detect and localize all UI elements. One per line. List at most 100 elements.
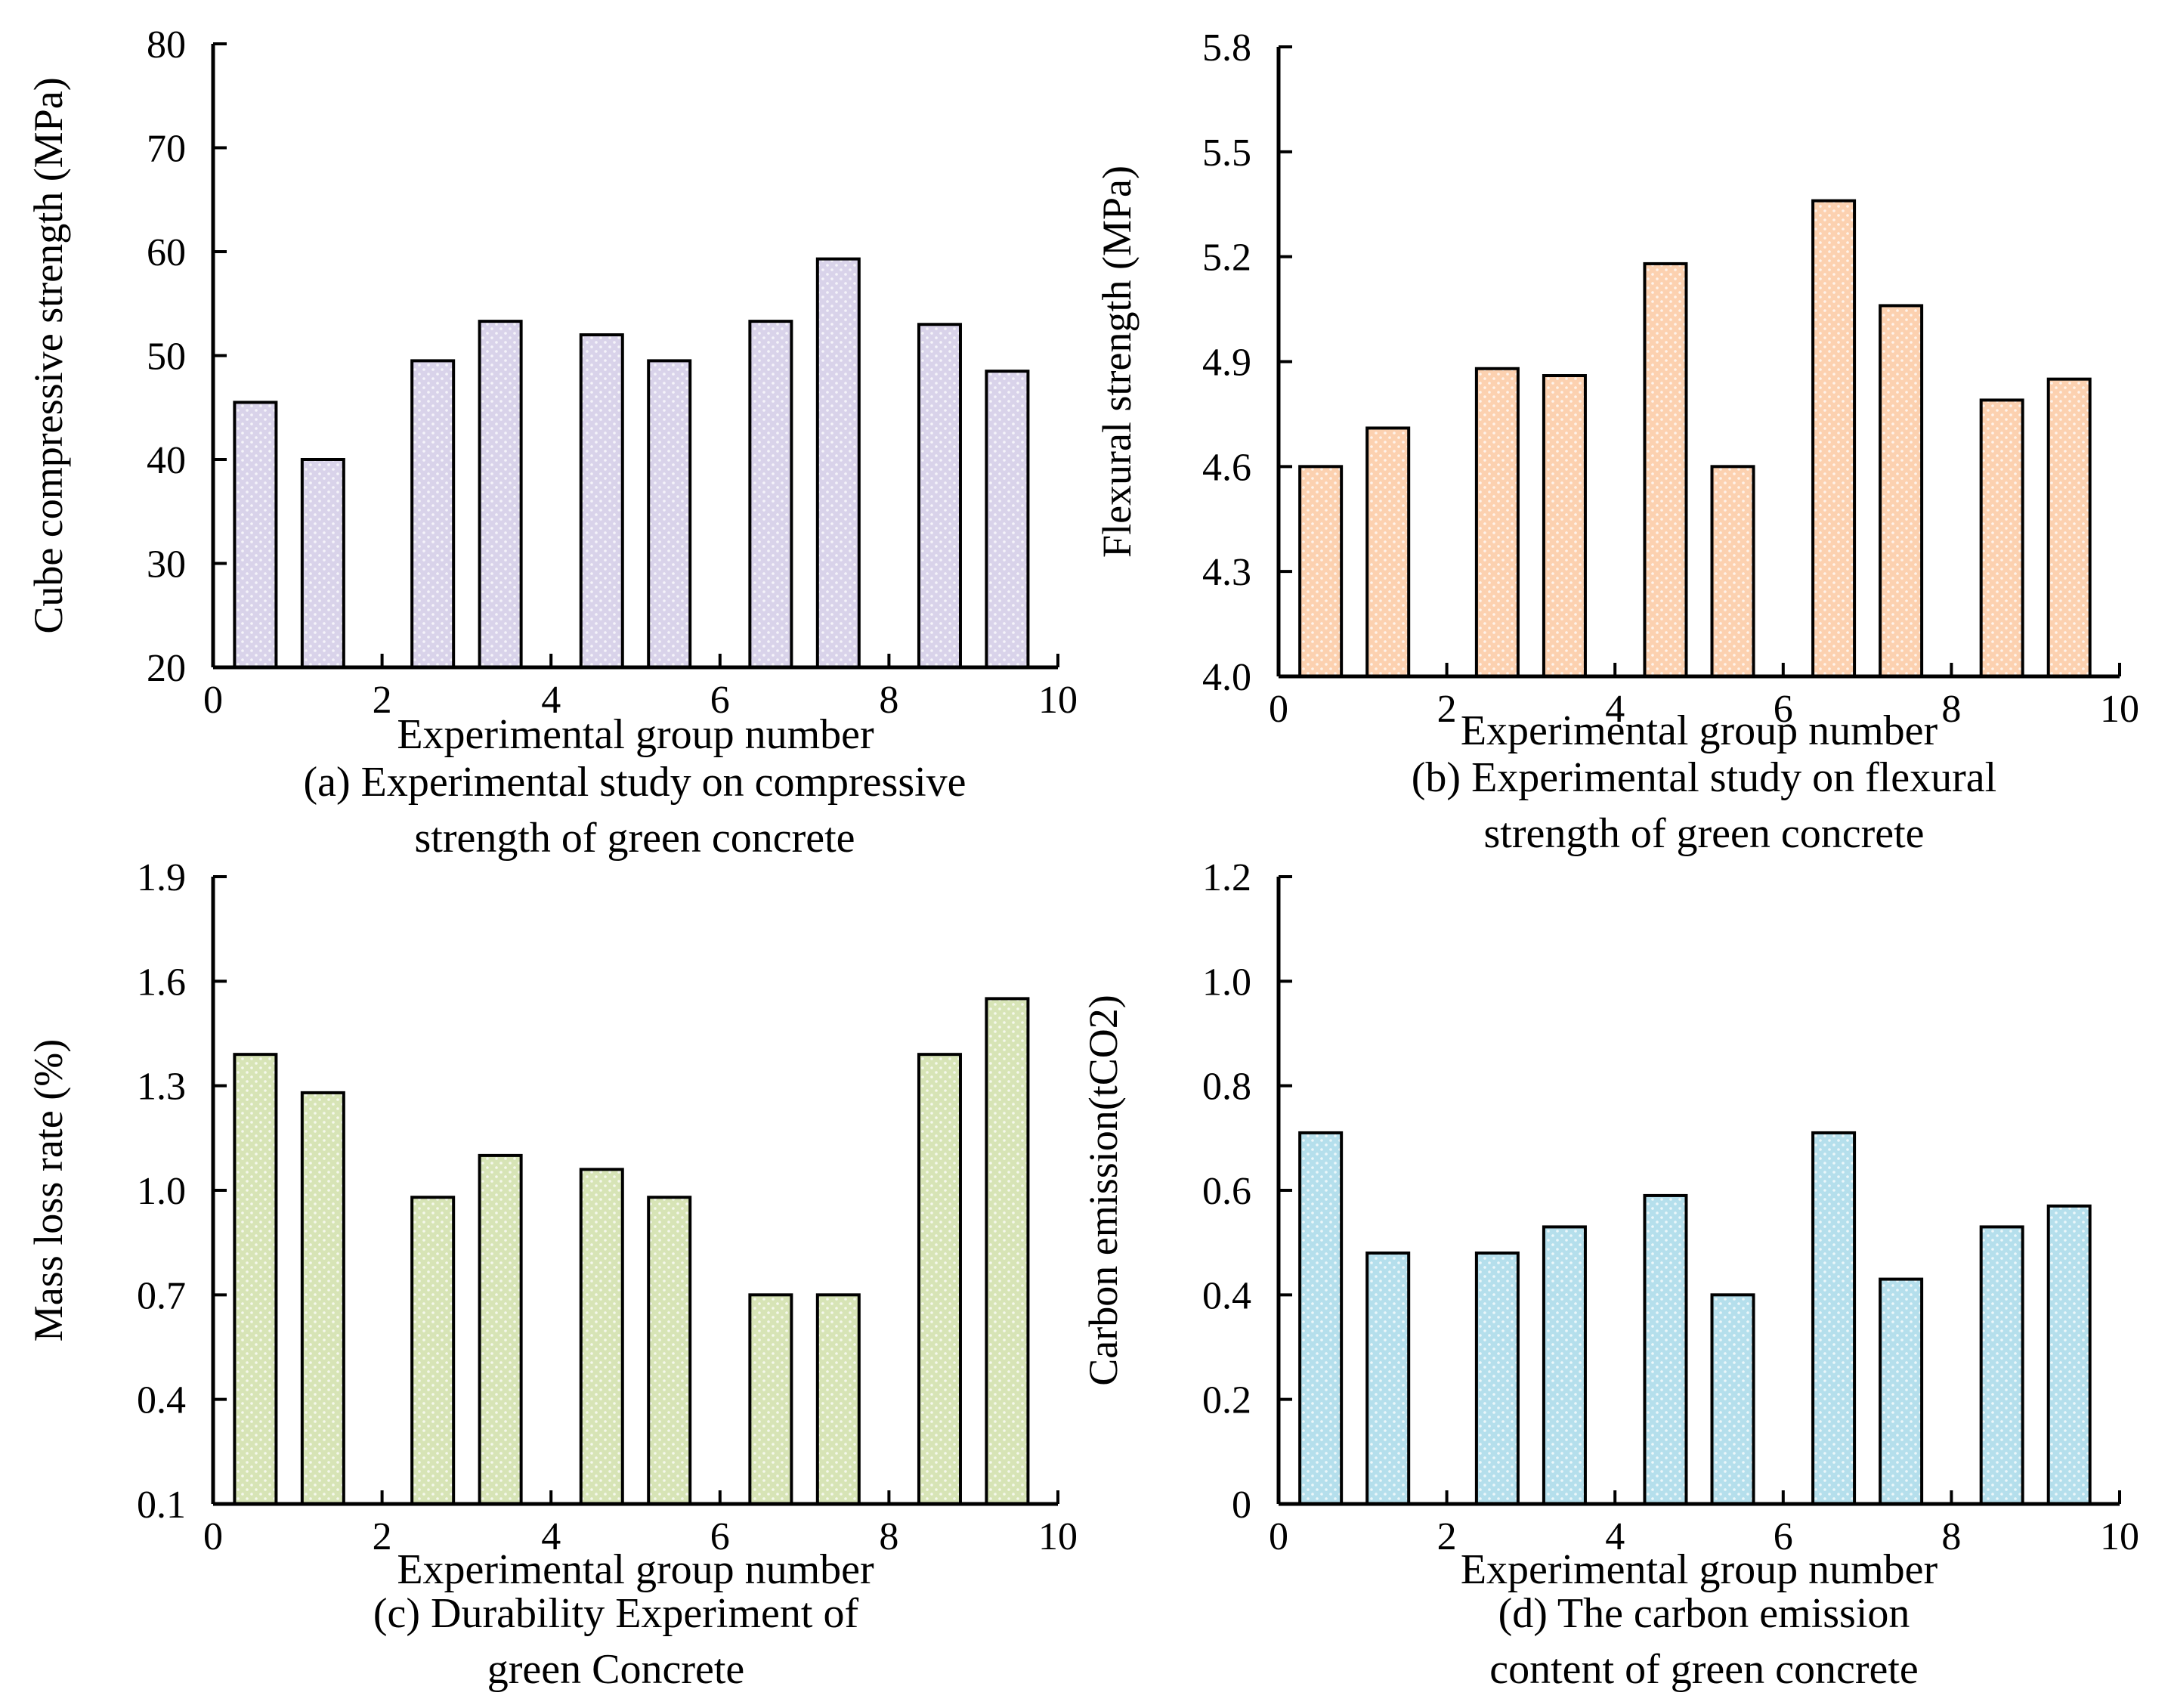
panel-d-bar-2	[1365, 1252, 1411, 1505]
panel-c-title-line2: green Concrete	[487, 1646, 745, 1693]
panel-b-title: (b) Experimental study on flexural stren…	[1213, 750, 2171, 862]
panel-b-bar-10	[2046, 377, 2092, 678]
panel-d-y-tick-label: 0.2	[1202, 1379, 1251, 1422]
panel-d-y-axis-label: Carbon emission(tCO2)	[1081, 995, 1126, 1385]
panel-a-bar-5	[579, 333, 624, 669]
panel-d-x-tick-label: 10	[2100, 1515, 2139, 1558]
panel-c-bar-1	[233, 1053, 278, 1505]
panel-a-bar-6	[647, 359, 692, 669]
panel-a-y-axis-label: Cube compressive strength (MPa)	[26, 77, 71, 633]
panel-c-x-tick-label: 6	[710, 1515, 730, 1558]
panel-d-title-line2: content of green concrete	[1489, 1646, 1919, 1693]
panel-d-y-tick-label: 0.6	[1202, 1170, 1251, 1213]
panel-c-x-tick-label: 0	[203, 1515, 223, 1558]
panel-d-y-tick-label: 0	[1232, 1484, 1251, 1527]
panel-a-bar-4	[478, 320, 523, 669]
panel-c-bar-5	[579, 1168, 624, 1506]
panel-d-bar-8	[1879, 1277, 1924, 1506]
panel-d-bar-1	[1298, 1131, 1344, 1505]
panel-c-bar-9	[917, 1053, 962, 1505]
panel-c-y-tick-label: 1.3	[137, 1066, 186, 1109]
panel-d-bar-7	[1811, 1131, 1857, 1505]
panel-a-title-line1: (a) Experimental study on compressive	[303, 759, 966, 806]
panel-a-x-tick-label: 4	[541, 679, 561, 722]
panel-b-x-tick-label: 2	[1437, 688, 1457, 731]
panel-b-bar-7	[1811, 199, 1857, 679]
panel-a-x-tick-label: 0	[203, 679, 223, 722]
panel-d-bar-5	[1643, 1193, 1688, 1505]
panel-c-bar-2	[300, 1091, 345, 1505]
panel-c-y-tick-label: 1.0	[137, 1170, 186, 1213]
panel-b-bar-5	[1643, 261, 1688, 678]
panel-d-x-tick-label: 8	[1941, 1515, 1961, 1558]
panel-d-bar-4	[1542, 1225, 1587, 1505]
panel-d-x-tick-label: 6	[1774, 1515, 1793, 1558]
panel-d-x-axis-label: Experimental group number	[1461, 1546, 1938, 1593]
panel-c-bar-10	[985, 997, 1030, 1505]
panel-d-title-line1: (d) The carbon emission	[1498, 1590, 1910, 1637]
panel-d-y-tick-label: 1.2	[1202, 856, 1251, 899]
panel-c-y-tick-label: 0.7	[137, 1274, 186, 1317]
panel-c-bar-3	[410, 1196, 456, 1505]
panel-a-x-tick-label: 10	[1038, 679, 1078, 722]
panel-b-y-tick-label: 5.8	[1202, 26, 1251, 70]
panel-c-y-axis-label: Mass loss rate (%)	[26, 1039, 71, 1341]
panel-c-title: (c) Durability Experiment of green Concr…	[125, 1586, 1107, 1697]
panel-a-y-tick-label: 80	[147, 23, 186, 67]
panel-a-y-tick-label: 70	[147, 128, 186, 171]
panel-b-bar-4	[1542, 374, 1587, 678]
panel-b-y-tick-label: 4.6	[1202, 446, 1251, 489]
panel-d-x-tick-label: 4	[1605, 1515, 1625, 1558]
panel-b-bar-1	[1298, 465, 1344, 678]
panel-a-title: (a) Experimental study on compressive st…	[144, 754, 1126, 866]
panel-d-bar-10	[2046, 1204, 2092, 1505]
panel-a-x-tick-label: 6	[710, 679, 730, 722]
panel-a-y-tick-label: 20	[147, 647, 186, 690]
panel-c-x-tick-label: 10	[1038, 1515, 1078, 1558]
panel-a-bar-10	[985, 370, 1030, 669]
panel-b-x-tick-label: 0	[1269, 688, 1288, 731]
panel-d-x-tick-label: 0	[1269, 1515, 1288, 1558]
panel-b-bar-6	[1710, 465, 1755, 678]
panel-a-y-tick-label: 30	[147, 543, 186, 586]
panel-c-bar-6	[647, 1196, 692, 1505]
panel-b-bar-3	[1474, 367, 1520, 678]
panel-d-bar-6	[1710, 1293, 1755, 1506]
panel-a-bar-2	[300, 458, 345, 669]
panel-c-title-line1: (c) Durability Experiment of	[373, 1590, 859, 1637]
panel-b-bar-9	[1979, 398, 2024, 679]
panel-c-x-axis-label: Experimental group number	[397, 1546, 874, 1593]
panel-d-y-tick-label: 0.4	[1202, 1274, 1251, 1317]
panel-a-x-axis-label: Experimental group number	[397, 711, 874, 758]
panel-a-bar-8	[815, 257, 861, 669]
panel-a-bar-1	[233, 401, 278, 669]
panel-d-bar-3	[1474, 1252, 1520, 1505]
panel-c-bar-8	[815, 1293, 861, 1506]
panel-a-title-line2: strength of green concrete	[414, 815, 855, 862]
panel-b-y-tick-label: 4.9	[1202, 342, 1251, 385]
panel-d-x-tick-label: 2	[1437, 1515, 1457, 1558]
panel-b-y-tick-label: 4.3	[1202, 551, 1251, 594]
panel-c-x-tick-label: 4	[541, 1515, 561, 1558]
panel-b-x-axis-label: Experimental group number	[1461, 707, 1938, 754]
panel-c-x-tick-label: 8	[879, 1515, 898, 1558]
panel-b-y-tick-label: 5.2	[1202, 237, 1251, 280]
panel-d-y-tick-label: 0.8	[1202, 1066, 1251, 1109]
panel-c-bar-7	[748, 1293, 793, 1506]
panel-b-y-tick-label: 5.5	[1202, 132, 1251, 175]
panel-b-x-tick-label: 10	[2100, 688, 2139, 731]
panel-c-y-tick-label: 1.9	[137, 856, 186, 899]
panel-a-bar-3	[410, 359, 456, 669]
panel-b-title-line2: strength of green concrete	[1483, 810, 1925, 857]
panel-a-bar-9	[917, 323, 962, 669]
panel-d-title: (d) The carbon emission content of green…	[1213, 1586, 2171, 1697]
panel-a-y-tick-label: 40	[147, 439, 186, 482]
panel-b-x-tick-label: 4	[1605, 688, 1625, 731]
panel-a-y-tick-label: 50	[147, 336, 186, 379]
panel-a-bar-7	[748, 320, 793, 669]
panel-c-x-tick-label: 2	[373, 1515, 392, 1558]
panel-a-x-tick-label: 2	[373, 679, 392, 722]
panel-d-y-tick-label: 1.0	[1202, 961, 1251, 1004]
